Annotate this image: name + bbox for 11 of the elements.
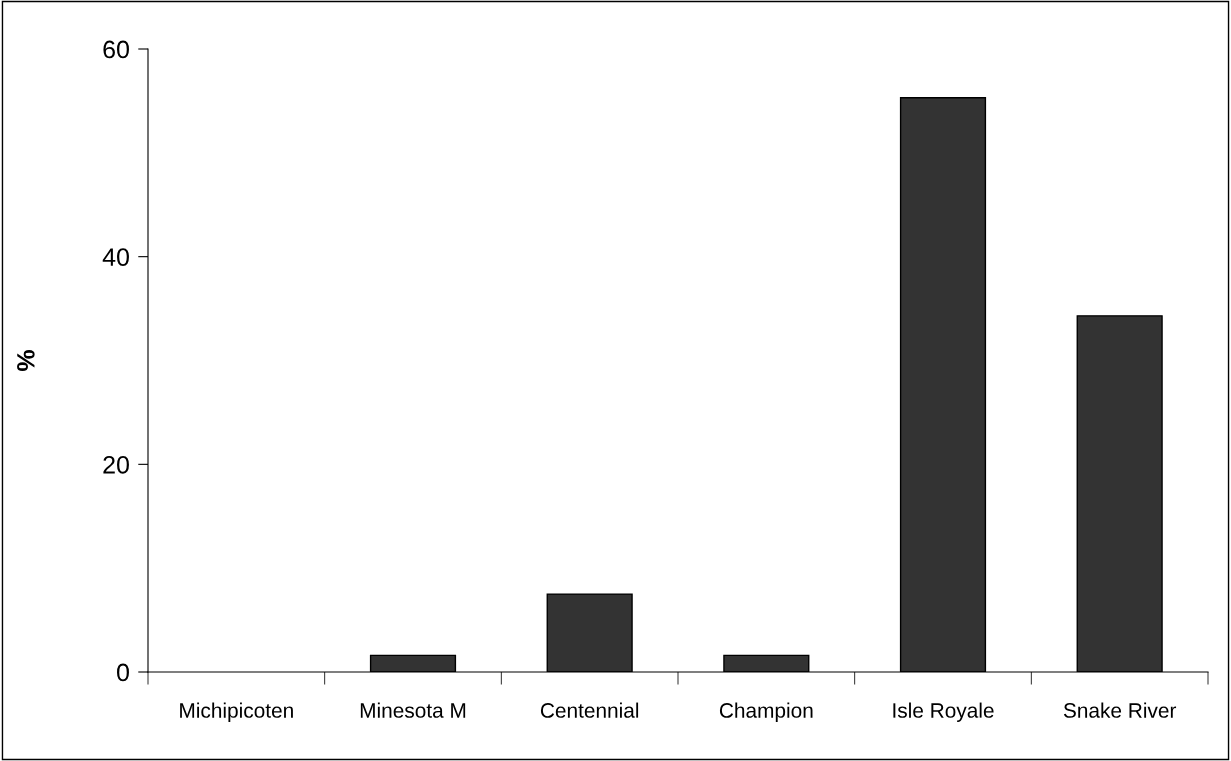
y-tick-label: 40 [102,248,129,266]
x-tick-label: Snake River [1063,702,1177,718]
x-tick-label: Champion [719,702,813,722]
x-tick-label: Minesota M [360,702,466,718]
y-tick-label: 0 [117,663,129,682]
y-tick-label: 60 [103,40,129,59]
x-tick-label: Michipicoten [180,702,293,722]
x-tick-label: Isle Royale [893,702,994,722]
y-axis-title: % [17,350,35,371]
y-tick-label: 20 [103,455,129,474]
x-tick-label: Centennial [540,702,639,718]
